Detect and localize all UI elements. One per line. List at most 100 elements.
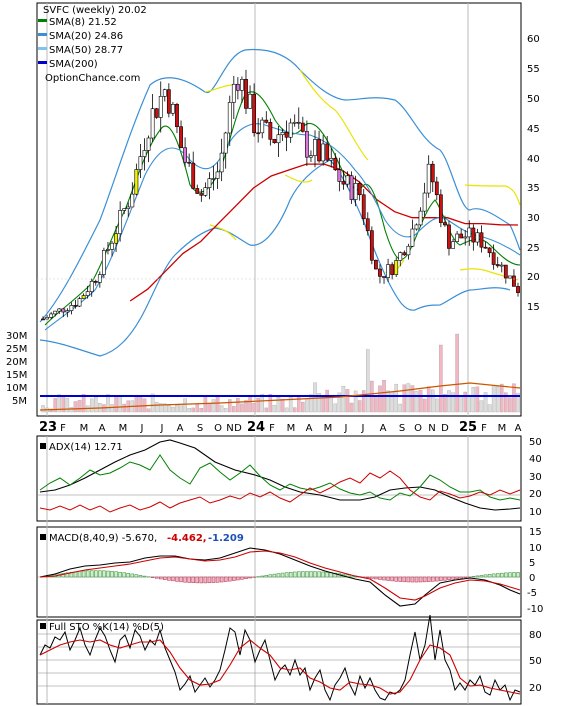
volume-bar bbox=[459, 395, 463, 413]
macd-histogram-bar bbox=[398, 576, 403, 582]
candle-body bbox=[378, 268, 382, 277]
volume-bar bbox=[418, 390, 423, 413]
volume-bar bbox=[53, 398, 57, 413]
macd-histogram-bar bbox=[244, 576, 248, 579]
macd-value-hist: -1.209 bbox=[208, 533, 244, 544]
volume-bar bbox=[439, 344, 443, 413]
volume-bar bbox=[414, 390, 419, 413]
macd-histogram-bar bbox=[487, 574, 492, 578]
macd-histogram-bar bbox=[317, 571, 321, 578]
candle-body bbox=[130, 193, 135, 208]
month-label: J bbox=[361, 423, 365, 434]
candle-body bbox=[406, 245, 411, 256]
volume-bar bbox=[504, 392, 508, 413]
candle-body bbox=[89, 281, 94, 292]
volume-bar bbox=[244, 400, 248, 413]
month-label: M bbox=[287, 423, 296, 434]
volume-bar bbox=[110, 404, 114, 413]
candle-body bbox=[280, 131, 285, 136]
volume-bar bbox=[94, 396, 98, 413]
candle-body bbox=[459, 233, 464, 239]
volume-bar bbox=[207, 402, 212, 413]
year-25: 25 bbox=[459, 420, 477, 435]
volume-bar bbox=[345, 389, 350, 413]
candle-body bbox=[158, 96, 163, 118]
volume-bar bbox=[341, 386, 346, 413]
price-tick-15: 15 bbox=[527, 302, 540, 313]
candle-body bbox=[475, 232, 480, 243]
volume-bar bbox=[272, 405, 277, 413]
volume-bar bbox=[435, 398, 439, 413]
candle-body bbox=[418, 210, 423, 226]
volume-bar bbox=[374, 396, 378, 413]
macd-histogram-bar bbox=[325, 572, 329, 578]
macd-tick-neg10: -10 bbox=[527, 604, 543, 615]
candle-body bbox=[349, 175, 354, 200]
macd-histogram-bar bbox=[321, 571, 325, 578]
volume-bar bbox=[305, 398, 309, 413]
candle-body bbox=[365, 218, 370, 231]
macd-histogram-bar bbox=[366, 576, 370, 579]
macd-histogram-bar bbox=[471, 576, 476, 578]
sto-tick-80: 80 bbox=[529, 630, 542, 641]
candle-body bbox=[106, 249, 110, 251]
price-panel-frame bbox=[36, 2, 522, 417]
macd-histogram-bar bbox=[288, 572, 293, 578]
macd-histogram-bar bbox=[223, 576, 228, 582]
candle-body bbox=[211, 178, 216, 180]
sto-label: Full STO %K(14) %D(5) bbox=[49, 622, 164, 633]
candle-body bbox=[443, 222, 447, 226]
volume-bar bbox=[443, 394, 447, 413]
candle-body bbox=[41, 318, 45, 321]
macd-histogram-bar bbox=[215, 576, 220, 583]
volume-bar bbox=[500, 383, 504, 413]
candle-body bbox=[361, 194, 366, 220]
candle-body bbox=[296, 121, 301, 124]
month-label: M bbox=[119, 423, 128, 434]
volume-bar bbox=[313, 382, 317, 413]
volume-bar bbox=[333, 403, 338, 413]
volume-bar bbox=[49, 408, 53, 413]
candle-body bbox=[240, 79, 244, 91]
legend-sma8: SMA(8) 21.52 bbox=[49, 17, 117, 28]
macd-value-signal: -4.462, bbox=[167, 533, 207, 544]
candle-body bbox=[483, 246, 488, 249]
adx-panel-frame bbox=[36, 435, 522, 522]
macd-histogram-bar bbox=[382, 576, 386, 581]
macd-tick-5: 5 bbox=[529, 558, 535, 569]
volume-bar bbox=[483, 392, 488, 413]
volume-bar bbox=[337, 392, 342, 413]
volume-bar bbox=[248, 395, 252, 413]
macd-histogram-bar bbox=[386, 576, 390, 581]
volume-bar bbox=[361, 390, 366, 413]
candle-body bbox=[53, 310, 58, 315]
candle-body bbox=[410, 228, 415, 247]
volume-bar bbox=[292, 407, 297, 413]
macd-histogram-bar bbox=[333, 572, 338, 578]
macd-histogram-bar bbox=[106, 570, 110, 578]
macd-histogram-bar bbox=[414, 576, 419, 583]
price-tick-50: 50 bbox=[527, 94, 540, 105]
candle-body bbox=[463, 236, 468, 239]
macd-histogram-bar bbox=[435, 576, 439, 582]
macd-histogram-bar bbox=[439, 576, 443, 581]
macd-histogram-bar bbox=[94, 570, 98, 578]
macd-histogram-bar bbox=[122, 572, 126, 578]
macd-histogram-bar bbox=[504, 572, 508, 578]
candle-body bbox=[166, 89, 171, 114]
volume-axis: 30M 25M 20M 15M 10M 5M bbox=[6, 331, 27, 407]
macd-histogram-bar bbox=[203, 576, 208, 584]
macd-histogram-bar bbox=[85, 570, 90, 578]
candle-body bbox=[162, 89, 167, 97]
candle-body bbox=[414, 224, 419, 230]
price-tick-35: 35 bbox=[527, 183, 540, 194]
volume-bar bbox=[349, 402, 354, 413]
volume-bar bbox=[491, 385, 496, 413]
macd-histogram-bar bbox=[171, 576, 175, 582]
volume-bar bbox=[167, 405, 171, 413]
macd-histogram-bar bbox=[89, 570, 94, 578]
candle-body bbox=[329, 158, 334, 161]
candle-body bbox=[451, 241, 455, 249]
lower-bollinger-band bbox=[39, 159, 511, 357]
